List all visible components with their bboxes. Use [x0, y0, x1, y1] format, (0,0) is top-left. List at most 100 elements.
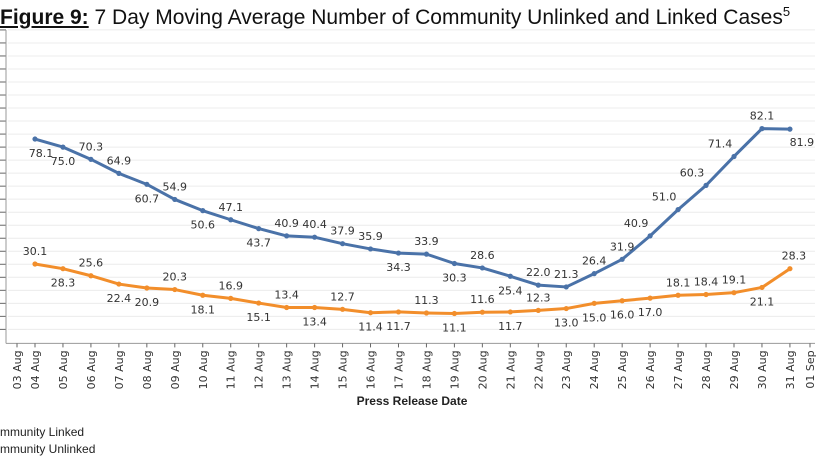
- data-label: 35.9: [358, 230, 383, 243]
- data-point: [451, 310, 457, 317]
- x-tick-label: 29 Aug: [728, 350, 741, 389]
- data-point: [535, 307, 541, 313]
- data-label: 13.0: [554, 317, 579, 330]
- data-point: [60, 144, 66, 150]
- data-label: 81.9: [790, 136, 815, 149]
- data-point: [172, 196, 178, 203]
- data-point: [787, 266, 793, 272]
- data-point: [116, 170, 122, 177]
- data-point: [619, 256, 625, 262]
- data-label: 47.1: [218, 201, 243, 214]
- data-point: [172, 286, 178, 293]
- x-tick-label: 25 Aug: [616, 350, 629, 389]
- x-tick-label: 05 Aug: [57, 350, 70, 389]
- series-lines: [32, 126, 793, 317]
- gridlines: [8, 29, 815, 330]
- data-point: [507, 309, 513, 315]
- x-tick-label: 18 Aug: [420, 350, 433, 389]
- x-axis-title: Press Release Date: [357, 394, 468, 408]
- data-label: 22.0: [526, 266, 551, 279]
- data-label: 34.3: [386, 261, 411, 274]
- x-tick-label: 17 Aug: [392, 350, 405, 389]
- data-point: [703, 182, 709, 188]
- x-tick-label: 11 Aug: [225, 350, 238, 389]
- x-tick-label: 04 Aug: [29, 350, 42, 389]
- axes: 03 Aug 04 Aug 05 Aug 06 Aug 07 Aug 08 Aug 09 A…: [0, 29, 817, 389]
- data-label: 18.4: [694, 275, 719, 288]
- data-label: 64.9: [107, 154, 132, 167]
- data-label: 11.6: [470, 293, 495, 306]
- x-tick-label: 03 Aug: [11, 350, 24, 389]
- data-label: 25.4: [498, 284, 523, 297]
- data-label: 50.6: [191, 219, 216, 232]
- data-point: [507, 273, 513, 279]
- data-point: [32, 261, 38, 267]
- x-tick-label: 12 Aug: [253, 350, 266, 389]
- data-label: 26.4: [582, 255, 607, 268]
- x-tick-label: 21 Aug: [504, 350, 517, 389]
- data-point: [60, 266, 66, 272]
- data-point: [284, 233, 290, 239]
- data-point: [647, 295, 653, 301]
- data-point: [144, 285, 150, 291]
- data-point: [563, 284, 569, 290]
- data-point: [675, 206, 681, 213]
- data-point: [339, 241, 346, 247]
- data-point: [591, 300, 597, 306]
- data-label: 40.4: [302, 218, 327, 231]
- data-label: 37.9: [330, 225, 355, 238]
- data-label: 17.0: [638, 306, 663, 319]
- data-label: 78.1: [29, 147, 54, 160]
- data-point: [367, 246, 374, 252]
- data-label: 22.4: [107, 292, 132, 305]
- data-point: [423, 310, 430, 316]
- x-tick-label: 13 Aug: [281, 350, 294, 389]
- data-point: [256, 300, 262, 306]
- data-point: [591, 271, 597, 277]
- data-point: [88, 156, 94, 162]
- data-label: 15.1: [246, 311, 271, 324]
- data-label: 60.3: [680, 166, 705, 179]
- data-label: 75.0: [51, 155, 76, 168]
- x-tick-label: 30 Aug: [756, 350, 769, 389]
- data-label: 82.1: [750, 110, 775, 123]
- figure-number: Figure 9:: [0, 6, 89, 29]
- x-tick-label: 28 Aug: [700, 350, 713, 389]
- legend-item-linked[interactable]: mmunity Linked: [0, 425, 85, 439]
- data-point: [703, 291, 709, 298]
- data-point: [759, 284, 765, 291]
- data-label: 71.4: [708, 137, 733, 150]
- data-label: 16.0: [610, 309, 635, 322]
- series-line: [34, 262, 791, 315]
- data-label: 60.7: [135, 192, 160, 205]
- data-label: 51.0: [652, 191, 677, 204]
- data-point: [256, 226, 262, 232]
- data-point: [675, 292, 681, 298]
- x-tick-label: 07 Aug: [113, 350, 126, 389]
- data-label: 20.9: [135, 296, 160, 309]
- data-label: 11.7: [498, 320, 523, 333]
- x-tick-label: 09 Aug: [169, 350, 182, 389]
- legend-item-unlinked[interactable]: mmunity Unlinked: [0, 442, 96, 456]
- data-label: 12.7: [330, 290, 355, 303]
- data-label: 43.7: [246, 237, 271, 250]
- data-label: 20.3: [163, 271, 188, 284]
- data-label: 18.1: [666, 276, 691, 289]
- data-point: [200, 208, 206, 214]
- x-tick-label: 23 Aug: [560, 350, 573, 389]
- data-point: [423, 251, 430, 257]
- x-tick-label: 16 Aug: [365, 350, 378, 389]
- x-tick-label: 20 Aug: [476, 350, 489, 389]
- data-label: 28.3: [51, 277, 76, 290]
- series-line: [34, 127, 790, 289]
- data-label: 30.3: [442, 271, 467, 284]
- title-text: 7 Day Moving Average Number of Community…: [88, 6, 783, 29]
- data-label: 16.9: [218, 279, 243, 292]
- data-labels: 78.175.070.364.960.754.950.647.143.740.9…: [23, 110, 814, 335]
- x-tick-label: 26 Aug: [644, 350, 657, 389]
- x-tick-label: 31 Aug: [784, 350, 797, 389]
- data-point: [32, 136, 38, 142]
- x-tick-label: 10 Aug: [197, 350, 210, 389]
- x-tick-label: 19 Aug: [448, 350, 461, 389]
- data-label: 19.1: [722, 274, 747, 287]
